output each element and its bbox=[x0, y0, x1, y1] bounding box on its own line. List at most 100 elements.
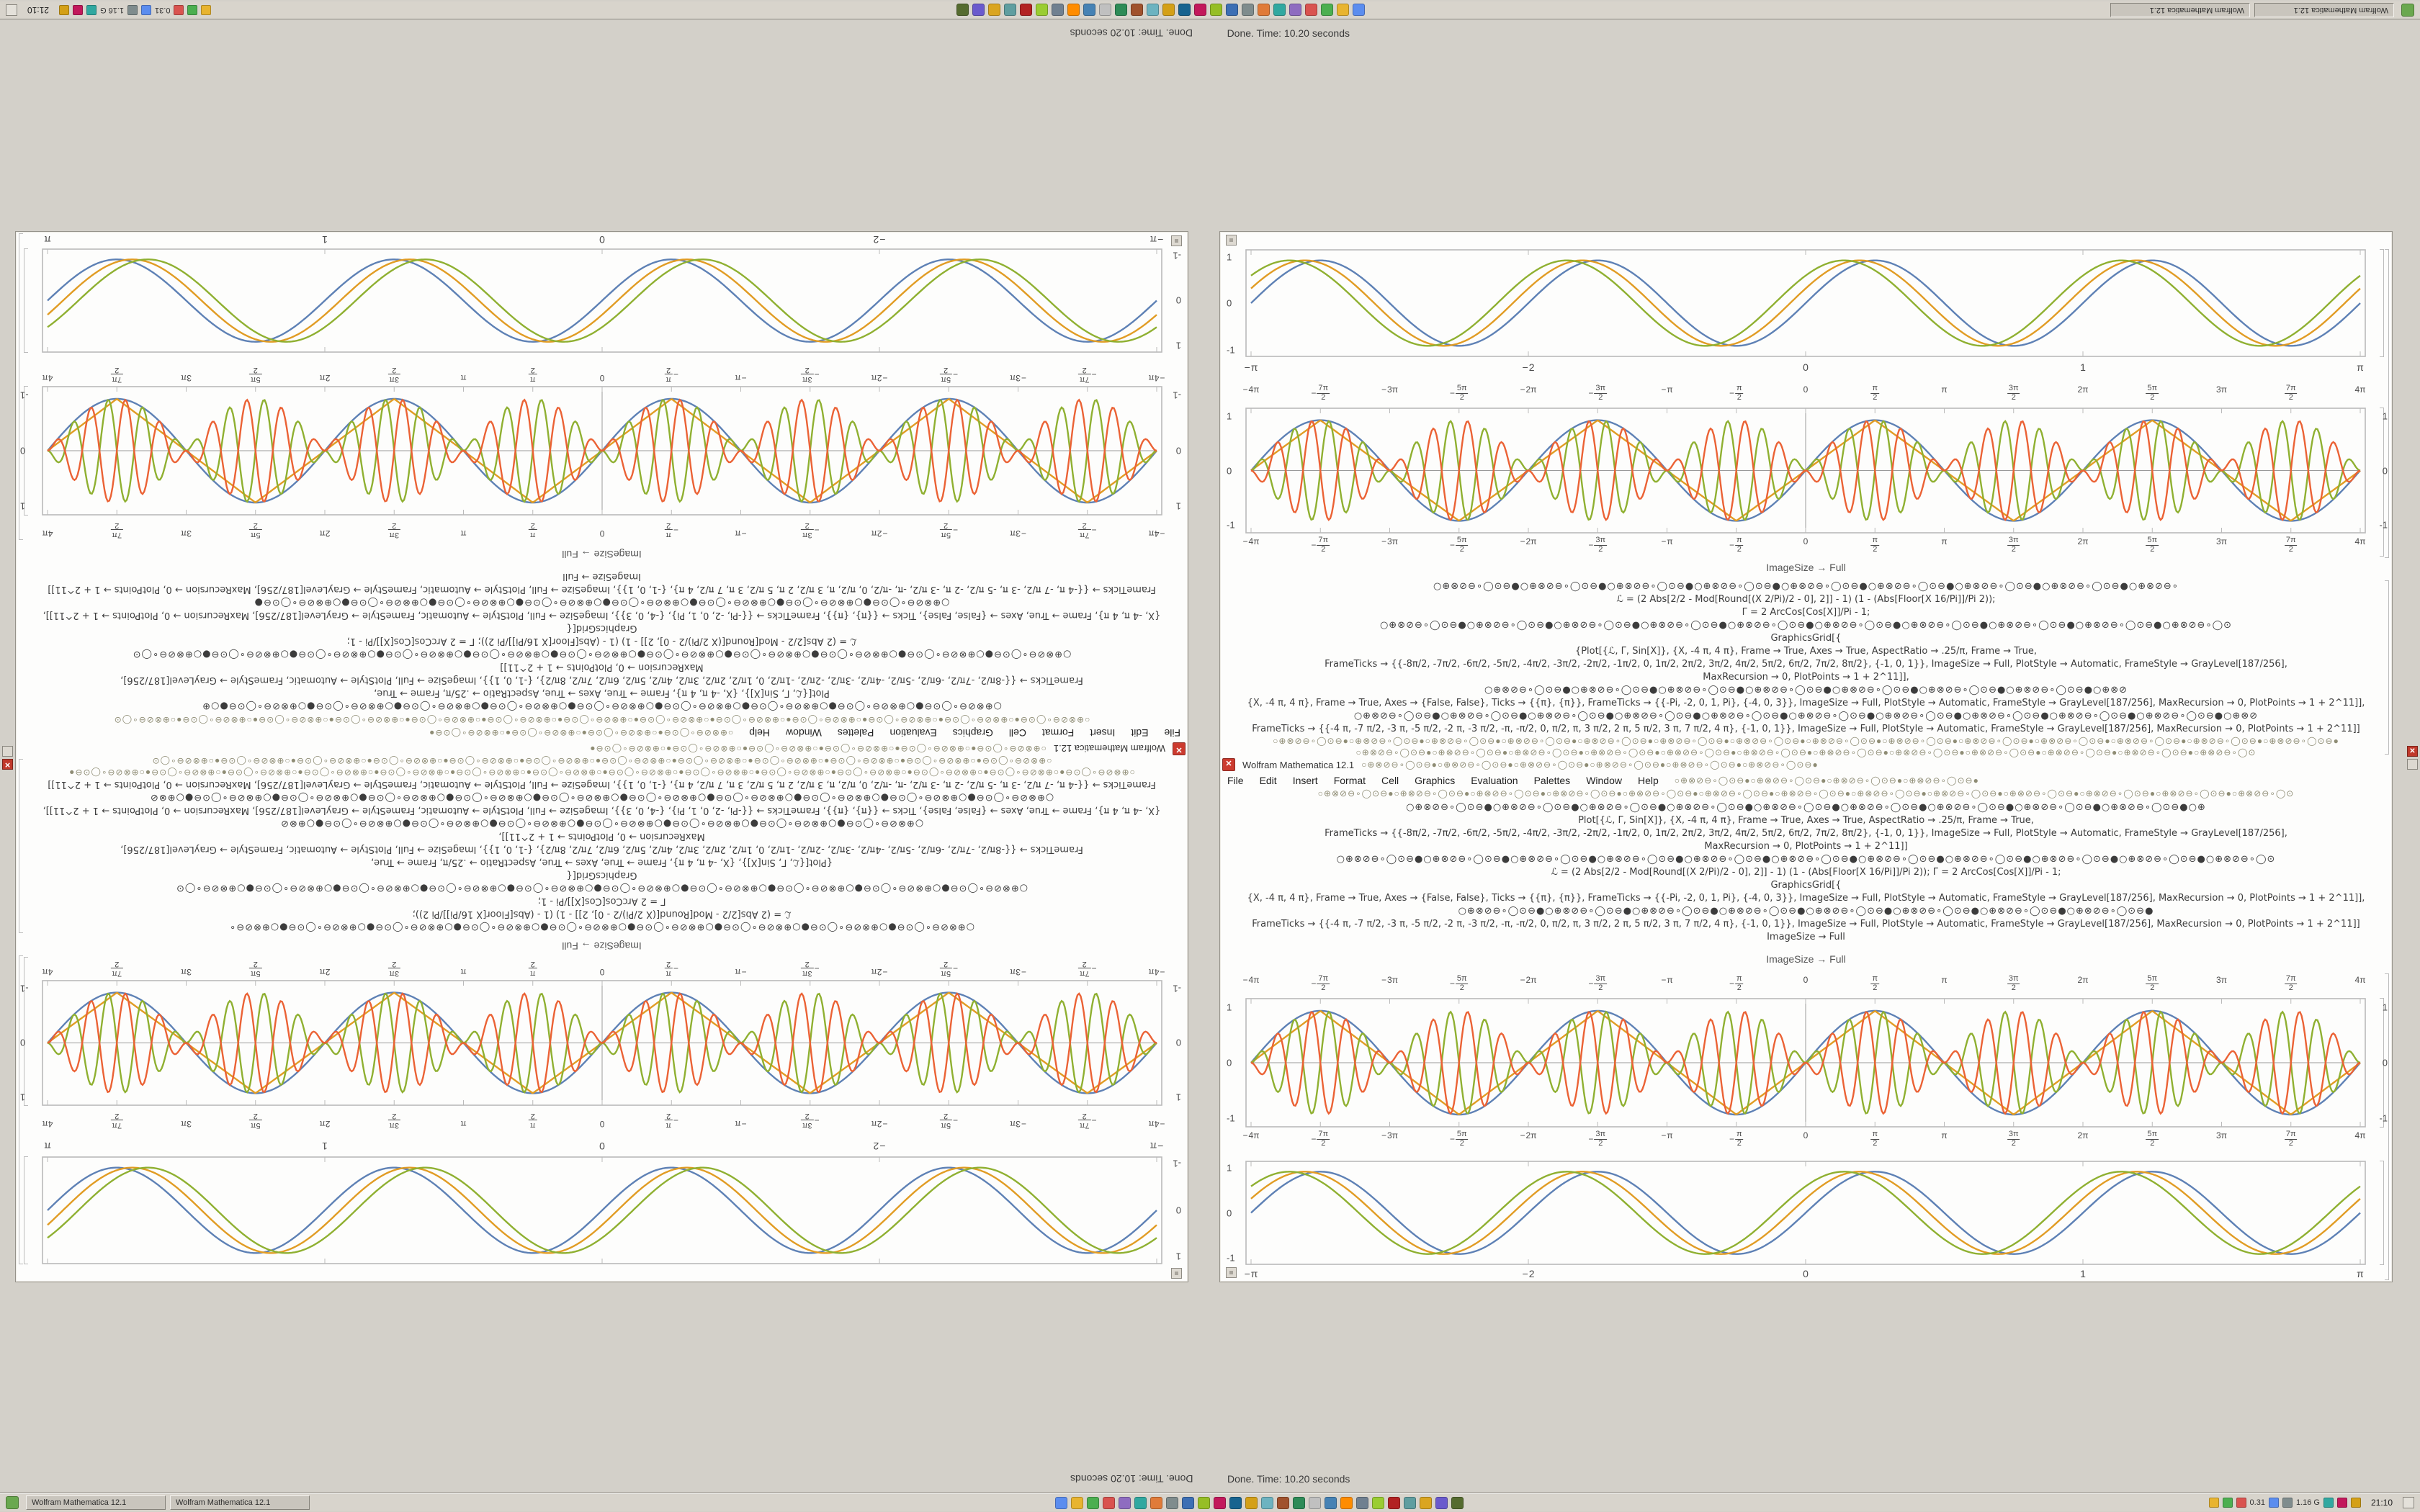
tray-icon-10[interactable] bbox=[59, 5, 70, 15]
titlebar[interactable]: ✕ Wolfram Mathematica 12.1 ○⊕⊗⊘⊖∘◯⊙⊖●○⊕⊗… bbox=[1220, 758, 2392, 771]
menu-item-evaluation[interactable]: Evaluation bbox=[889, 727, 937, 739]
dock-app-icon-17[interactable] bbox=[1308, 1496, 1321, 1509]
code-cell-upper[interactable]: ○⊕⊗⊘⊖∘◯⊙⊖●○⊕⊗⊘⊖∘◯⊙⊖●○⊕⊗⊘⊖∘◯⊙⊖●○⊕⊗⊘⊖∘◯⊙⊖●… bbox=[1234, 580, 2378, 736]
tray-icon-1[interactable] bbox=[2208, 1498, 2219, 1508]
dock-app-icon-10[interactable] bbox=[1210, 4, 1223, 17]
dock-app-icon-6[interactable] bbox=[1273, 4, 1286, 17]
menu-item-graphics[interactable]: Graphics bbox=[1415, 775, 1456, 786]
close-icon[interactable]: ✕ bbox=[1173, 742, 1186, 755]
notebook-window-right[interactable]: 1 0 -1 − π −2 0 1 π −4π −7π 2−3π −5π 2−2π −3π 2− π − π 2 0… bbox=[1219, 231, 2393, 1282]
code-cell-upper[interactable]: ○⊕⊗⊘⊖∘◯⊙⊖●○⊕⊗⊘⊖∘◯⊙⊖●○⊕⊗⊘⊖∘◯⊙⊖●○⊕⊗⊘⊖∘◯⊙⊖●… bbox=[30, 778, 1173, 933]
dock-app-icon-1[interactable] bbox=[1054, 1496, 1067, 1509]
dock-app-icon-11[interactable] bbox=[1213, 1496, 1226, 1509]
dock-app-icon-15[interactable] bbox=[1276, 1496, 1289, 1509]
screen-edge-buttons-left[interactable]: ✕ bbox=[2, 746, 13, 770]
cell-bracket[interactable] bbox=[24, 248, 28, 353]
dock-app-icon-23[interactable] bbox=[1403, 1496, 1416, 1509]
tray-icon-3[interactable] bbox=[2236, 1498, 2246, 1508]
cell-bracket[interactable] bbox=[19, 955, 23, 1264]
menu-item-insert[interactable]: Insert bbox=[1090, 727, 1116, 739]
menu-item-file[interactable]: File bbox=[1227, 775, 1244, 786]
menu-item-edit[interactable]: Edit bbox=[1131, 727, 1149, 739]
dock-app-icon-3[interactable] bbox=[1321, 4, 1334, 17]
system-tray[interactable]: 0.31 1.16 G bbox=[2208, 1498, 2361, 1508]
menu-item-cell[interactable]: Cell bbox=[1381, 775, 1399, 786]
menu-item-file[interactable]: File bbox=[1164, 727, 1180, 739]
cell-bracket[interactable] bbox=[2380, 1161, 2384, 1265]
box-icon[interactable] bbox=[2407, 759, 2418, 770]
dock-app-icon-2[interactable] bbox=[1337, 4, 1350, 17]
cell-bracket[interactable] bbox=[19, 759, 23, 933]
notebook-corner-button-top[interactable] bbox=[1226, 235, 1237, 246]
cell-bracket[interactable] bbox=[2385, 249, 2389, 558]
dock-app-icon-26[interactable] bbox=[1451, 1496, 1464, 1509]
dock-app-icon-4[interactable] bbox=[1102, 1496, 1115, 1509]
window-list[interactable]: Wolfram Mathematica 12.1 Wolfram Mathemat… bbox=[26, 1495, 310, 1510]
notebook-corner-button-bottom[interactable] bbox=[1171, 235, 1182, 246]
dock[interactable] bbox=[1054, 1496, 1464, 1509]
start-menu-icon[interactable] bbox=[6, 1496, 19, 1509]
dock-app-icon-23[interactable] bbox=[1004, 4, 1017, 17]
dock-app-icon-17[interactable] bbox=[1099, 4, 1112, 17]
notebook-window-left[interactable]: 1 0 -1 − π −2 0 1 π −4π −7π 2−3π −5π 2−2π −3π 2− π − π 2 0… bbox=[15, 231, 1188, 1282]
dock-app-icon-20[interactable] bbox=[1355, 1496, 1368, 1509]
dock-app-icon-11[interactable] bbox=[1194, 4, 1207, 17]
window-list[interactable]: Wolfram Mathematica 12.1 Wolfram Mathemat… bbox=[2110, 3, 2394, 17]
dock-app-icon-21[interactable] bbox=[1036, 4, 1049, 17]
dock-app-icon-16[interactable] bbox=[1292, 1496, 1305, 1509]
cell-bracket[interactable] bbox=[2380, 998, 2384, 1128]
tray-icon-5[interactable] bbox=[141, 5, 152, 15]
dock-app-icon-5[interactable] bbox=[1289, 4, 1302, 17]
menu-item-window[interactable]: Window bbox=[1586, 775, 1622, 786]
tray-icon-9[interactable] bbox=[73, 5, 84, 15]
code-cell-lower[interactable]: ○⊕⊗⊘⊖∘◯⊙⊖●○⊕⊗⊘⊖∘◯⊙⊖●○⊕⊗⊘⊖∘◯⊙⊖●○⊕⊗⊘⊖∘◯⊙⊖●… bbox=[30, 570, 1173, 712]
dock-app-icon-24[interactable] bbox=[1419, 1496, 1432, 1509]
menu-item-format[interactable]: Format bbox=[1333, 775, 1366, 786]
dock-app-icon-8[interactable] bbox=[1242, 4, 1255, 17]
cell-bracket[interactable] bbox=[19, 233, 23, 540]
dock-app-icon-2[interactable] bbox=[1070, 1496, 1083, 1509]
dock-app-icon-16[interactable] bbox=[1115, 4, 1128, 17]
dock-app-icon-12[interactable] bbox=[1229, 1496, 1242, 1509]
tray-icon-9[interactable] bbox=[2336, 1498, 2347, 1508]
taskbar-bottom[interactable]: Wolfram Mathematica 12.1 Wolfram Mathemat… bbox=[0, 1493, 2420, 1511]
dock-app-icon-12[interactable] bbox=[1178, 4, 1191, 17]
dock-app-icon-3[interactable] bbox=[1086, 1496, 1099, 1509]
tray-icon-10[interactable] bbox=[2350, 1498, 2361, 1508]
cell-bracket[interactable] bbox=[2385, 973, 2389, 1280]
dock-app-icon-25[interactable] bbox=[1435, 1496, 1448, 1509]
taskbar-window-button[interactable]: Wolfram Mathematica 12.1 bbox=[26, 1495, 166, 1510]
cell-bracket[interactable] bbox=[2385, 580, 2389, 755]
show-desktop-button[interactable] bbox=[5, 4, 17, 16]
dock-app-icon-22[interactable] bbox=[1387, 1496, 1400, 1509]
tray-icon-1[interactable] bbox=[201, 5, 212, 15]
notebook-corner-button-top[interactable] bbox=[1171, 1268, 1182, 1279]
dock-app-icon-10[interactable] bbox=[1197, 1496, 1210, 1509]
menu-item-help[interactable]: Help bbox=[1637, 775, 1659, 786]
cell-bracket[interactable] bbox=[24, 957, 28, 1106]
dock-app-icon-4[interactable] bbox=[1305, 4, 1318, 17]
tray-icon-8[interactable] bbox=[86, 5, 97, 15]
screen-edge-buttons-right[interactable]: ✕ bbox=[2407, 746, 2418, 770]
code-cell-lower[interactable]: ○⊕⊗⊘⊖∘◯⊙⊖●○⊕⊗⊘⊖∘◯⊙⊖●○⊕⊗⊘⊖∘◯⊙⊖●○⊕⊗⊘⊖∘◯⊙⊖●… bbox=[1234, 801, 2378, 944]
dock-app-icon-26[interactable] bbox=[956, 4, 969, 17]
close-icon[interactable]: ✕ bbox=[2, 759, 13, 770]
dock-app-icon-8[interactable] bbox=[1165, 1496, 1178, 1509]
cell-bracket[interactable] bbox=[2380, 249, 2384, 357]
notebook-corner-button-bottom[interactable] bbox=[1226, 1267, 1237, 1278]
menu-item-cell[interactable]: Cell bbox=[1008, 727, 1026, 739]
dock-app-icon-1[interactable] bbox=[1353, 4, 1366, 17]
tray-icon-2[interactable] bbox=[2222, 1498, 2233, 1508]
dock-app-icon-19[interactable] bbox=[1340, 1496, 1353, 1509]
dock-app-icon-25[interactable] bbox=[972, 4, 985, 17]
taskbar-window-button[interactable]: Wolfram Mathematica 12.1 bbox=[2254, 3, 2394, 17]
titlebar[interactable]: ✕ Wolfram Mathematica 12.1 ○⊕⊗⊘⊖∘◯⊙⊖●○⊕⊗… bbox=[16, 742, 1188, 755]
taskbar-window-button[interactable]: Wolfram Mathematica 12.1 bbox=[170, 1495, 310, 1510]
cell-bracket[interactable] bbox=[2380, 408, 2384, 557]
dock-app-icon-9[interactable] bbox=[1226, 4, 1239, 17]
show-desktop-button[interactable] bbox=[2403, 1497, 2415, 1508]
dock-app-icon-13[interactable] bbox=[1162, 4, 1175, 17]
menu-item-edit[interactable]: Edit bbox=[1259, 775, 1277, 786]
dock-app-icon-15[interactable] bbox=[1131, 4, 1144, 17]
menu-item-palettes[interactable]: Palettes bbox=[1533, 775, 1571, 786]
